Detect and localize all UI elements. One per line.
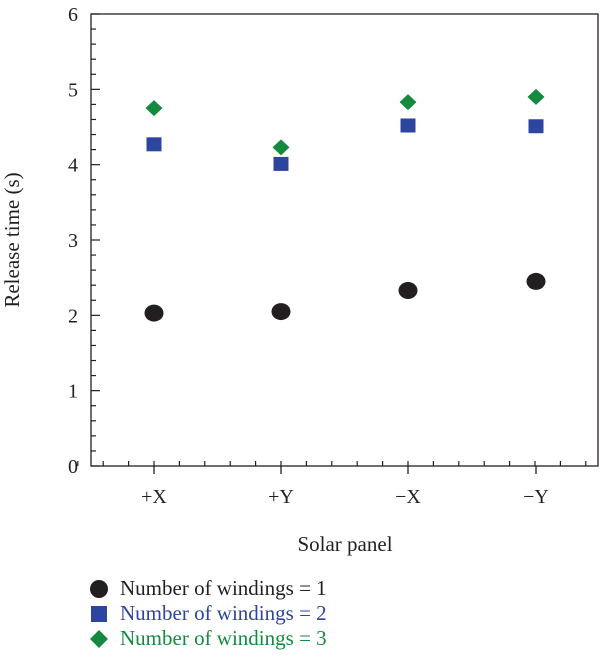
x-tick-label: −X bbox=[395, 486, 421, 508]
data-point-circle bbox=[398, 281, 418, 299]
square-marker-icon bbox=[88, 603, 110, 625]
data-point-diamond bbox=[272, 139, 290, 156]
y-axis-title: Release time (s) bbox=[0, 172, 24, 307]
y-tick-label: 1 bbox=[68, 381, 78, 403]
data-point-circle bbox=[526, 272, 546, 290]
data-points bbox=[144, 88, 546, 322]
data-point-square bbox=[528, 119, 544, 134]
data-point-diamond bbox=[399, 94, 417, 111]
y-axis-ticks: 0 1 2 3 4 5 6 bbox=[68, 4, 100, 478]
data-point-square bbox=[273, 156, 289, 171]
plot-frame bbox=[90, 13, 599, 467]
y-tick-label: 6 bbox=[68, 4, 78, 26]
data-point-square bbox=[400, 118, 416, 133]
data-point-circle bbox=[144, 304, 164, 322]
y-tick-label: 5 bbox=[68, 79, 78, 101]
data-point-square bbox=[146, 137, 162, 152]
data-point-diamond bbox=[527, 88, 545, 105]
data-point-circle bbox=[271, 303, 291, 321]
y-tick-label: 3 bbox=[68, 230, 78, 252]
circle-marker-icon bbox=[88, 578, 110, 600]
y-tick-label: 4 bbox=[68, 155, 78, 177]
x-axis-ticks: +X +Y −X −Y bbox=[77, 461, 587, 508]
legend: Number of windings = 1 Number of winding… bbox=[88, 576, 327, 651]
data-point-diamond bbox=[145, 100, 163, 117]
x-tick-label: +Y bbox=[268, 486, 294, 508]
x-tick-label: −Y bbox=[523, 486, 549, 508]
legend-label: Number of windings = 3 bbox=[120, 626, 327, 650]
x-axis-title: Solar panel bbox=[297, 532, 392, 556]
legend-item-windings-3: Number of windings = 3 bbox=[88, 626, 327, 651]
legend-item-windings-2: Number of windings = 2 bbox=[88, 601, 327, 626]
legend-label: Number of windings = 1 bbox=[120, 576, 327, 600]
axes bbox=[90, 13, 599, 467]
x-tick-label: +X bbox=[141, 486, 167, 508]
y-tick-label: 2 bbox=[68, 305, 78, 327]
legend-label: Number of windings = 2 bbox=[120, 601, 327, 625]
legend-item-windings-1: Number of windings = 1 bbox=[88, 576, 327, 601]
diamond-marker-icon bbox=[88, 628, 110, 650]
y-tick-label: 0 bbox=[68, 456, 78, 478]
